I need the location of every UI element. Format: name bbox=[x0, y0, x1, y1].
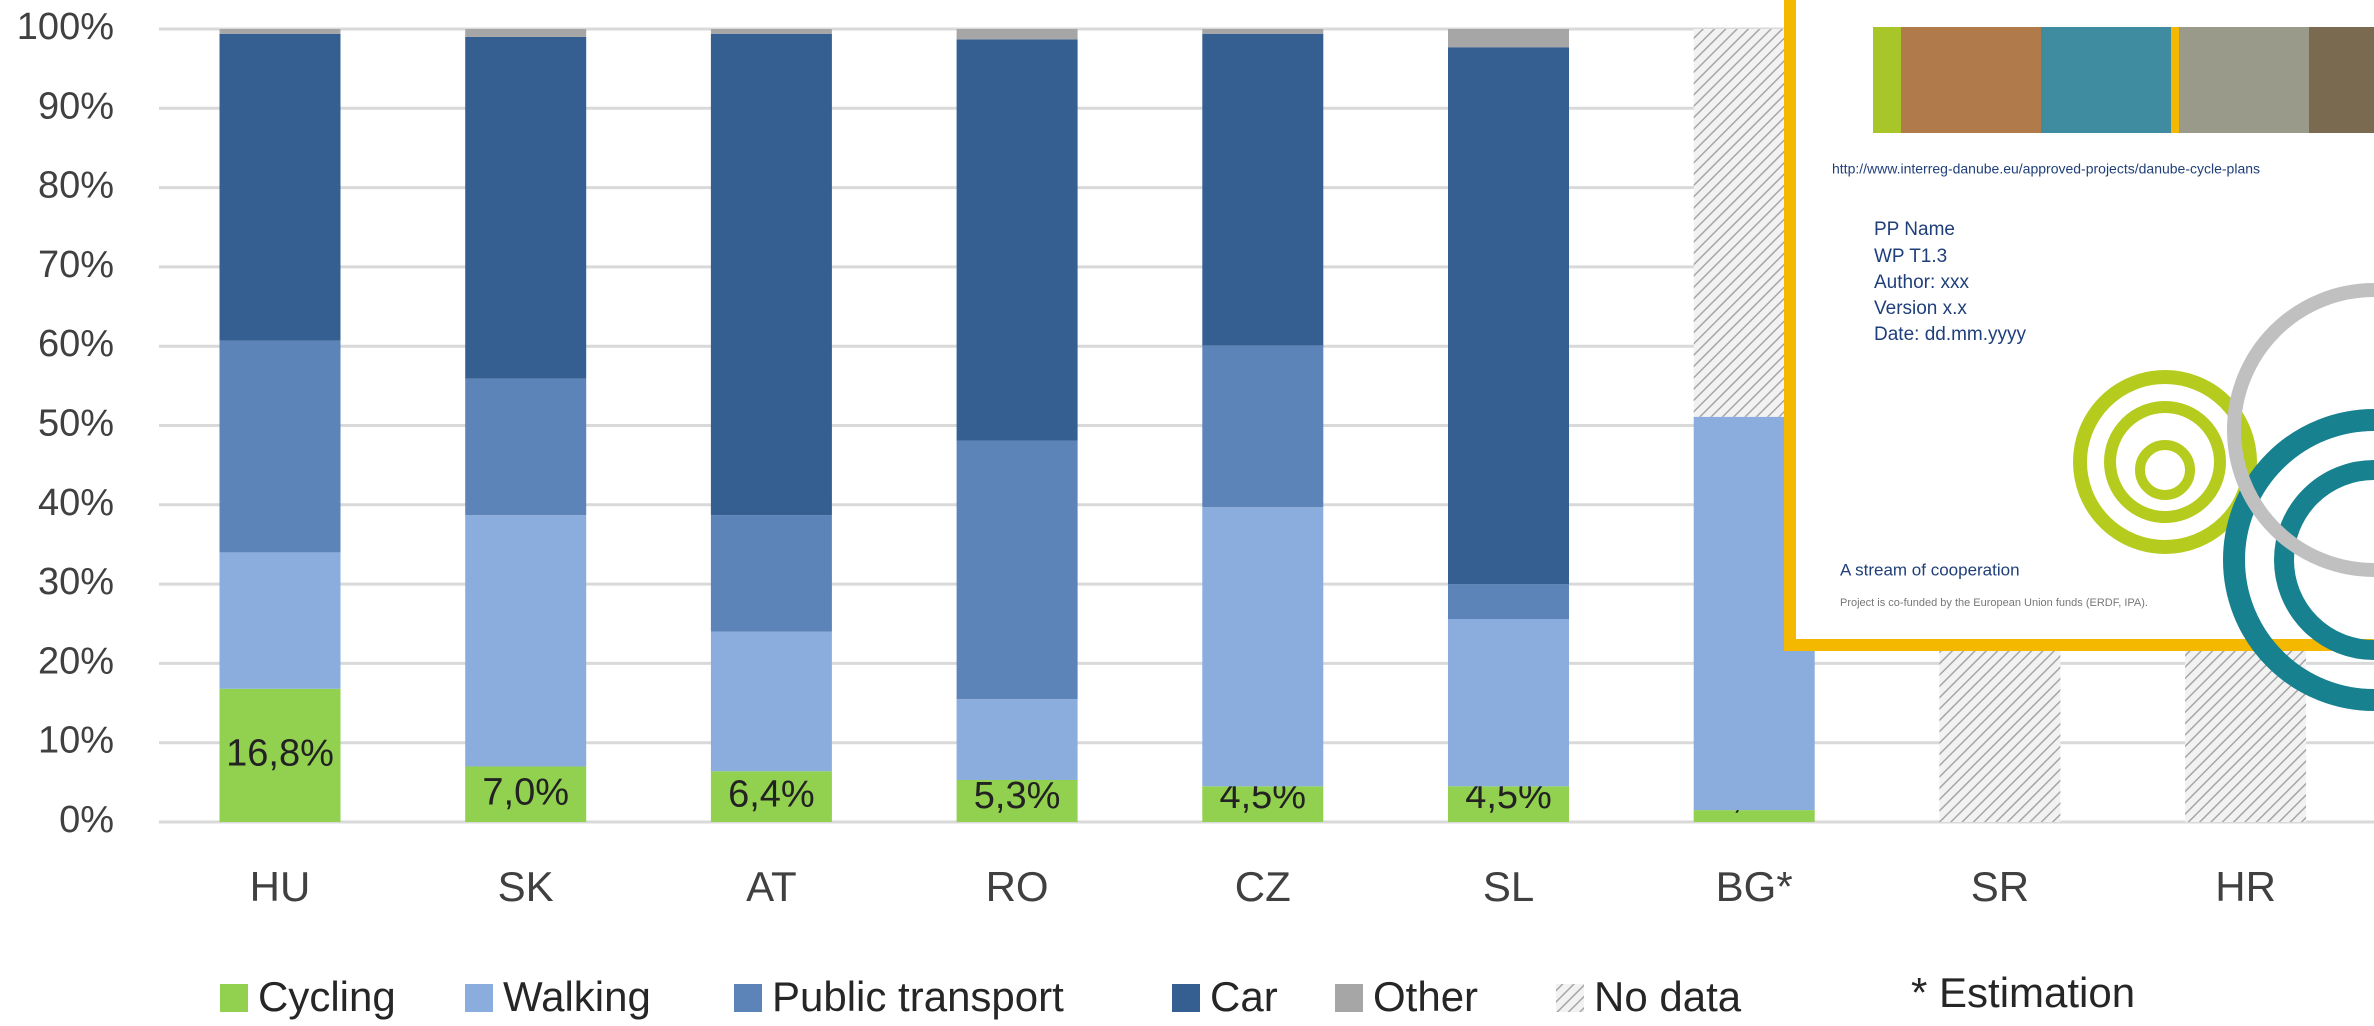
x-tick-label: SR bbox=[1971, 863, 2029, 910]
bar-segment bbox=[219, 552, 341, 689]
bar-segment bbox=[1693, 810, 1815, 822]
overlay-line: Author: xxx bbox=[1874, 272, 1970, 293]
bar-segment bbox=[956, 440, 1078, 700]
overlay-line: Date: dd.mm.yyyy bbox=[1874, 324, 2027, 345]
y-tick-label: 0% bbox=[59, 799, 114, 841]
x-tick-label: SK bbox=[498, 863, 554, 910]
logo-ring bbox=[2073, 370, 2257, 554]
bar-segment bbox=[219, 340, 341, 553]
logo-ring bbox=[2223, 409, 2374, 711]
y-tick-label: 70% bbox=[38, 244, 114, 286]
legend-swatch bbox=[465, 984, 493, 1012]
legend-swatch bbox=[1335, 984, 1363, 1012]
legend-label: Public transport bbox=[772, 973, 1064, 1020]
legend-swatch bbox=[1556, 984, 1584, 1012]
bar-segment bbox=[1448, 29, 1569, 48]
bar-segment bbox=[219, 688, 341, 822]
x-tick-label: AT bbox=[746, 863, 797, 910]
x-tick-label: SL bbox=[1483, 863, 1534, 910]
logo-ring bbox=[2274, 460, 2374, 660]
bar-segment bbox=[956, 779, 1078, 822]
bar-segment bbox=[710, 29, 832, 34]
bar-segment bbox=[1448, 786, 1569, 822]
legend-label: Car bbox=[1210, 973, 1278, 1020]
logo-ring bbox=[2227, 283, 2374, 577]
image-strip bbox=[2179, 27, 2309, 133]
y-tick-label: 90% bbox=[38, 85, 114, 127]
bar-segment bbox=[1202, 29, 1324, 34]
bar-segment bbox=[710, 771, 832, 822]
bar-segment bbox=[465, 29, 587, 37]
legend-label: Other bbox=[1373, 973, 1478, 1020]
overlay-funding: Project is co-funded by the European Uni… bbox=[1840, 597, 2148, 609]
x-tick-label: BG* bbox=[1716, 863, 1793, 910]
image-strip bbox=[1873, 27, 1901, 133]
x-tick-label: CZ bbox=[1235, 863, 1291, 910]
image-strip bbox=[2309, 27, 2374, 133]
value-label: 5,3% bbox=[974, 775, 1061, 817]
document-overlay: http://www.interreg-danube.eu/approved-p… bbox=[1784, 0, 2374, 711]
legend-label: Walking bbox=[503, 973, 651, 1020]
y-tick-label: 60% bbox=[38, 323, 114, 365]
bar-segment bbox=[1202, 507, 1324, 787]
bar-segment bbox=[465, 766, 587, 822]
y-tick-label: 30% bbox=[38, 561, 114, 603]
overlay-line: Version x.x bbox=[1874, 298, 1967, 319]
bar-segment bbox=[219, 33, 341, 341]
x-tick-label: HU bbox=[250, 863, 311, 910]
bar-segment bbox=[956, 699, 1078, 780]
bar-segment bbox=[1202, 33, 1324, 346]
bar-segment bbox=[710, 515, 832, 632]
overlay-slogan: A stream of cooperation bbox=[1840, 560, 2020, 579]
y-tick-label: 40% bbox=[38, 482, 114, 524]
logo-ring bbox=[2135, 440, 2195, 500]
x-tick-label: HR bbox=[2215, 863, 2276, 910]
annotation: * Estimation bbox=[1911, 969, 2135, 1016]
bar-segment bbox=[1448, 618, 1569, 787]
legend-swatch bbox=[220, 984, 248, 1012]
value-label: 6,4% bbox=[728, 774, 815, 816]
y-tick-label: 20% bbox=[38, 640, 114, 682]
overlay-line: PP Name bbox=[1874, 219, 1955, 240]
bar-segment bbox=[465, 378, 587, 516]
bar-segment bbox=[465, 515, 587, 767]
legend-label: Cycling bbox=[258, 973, 396, 1020]
image-strip bbox=[2171, 27, 2179, 133]
bar-segment bbox=[710, 33, 832, 516]
y-tick-label: 50% bbox=[38, 403, 114, 445]
image-strip bbox=[2041, 27, 2171, 133]
bar-segment bbox=[956, 29, 1078, 40]
image-strip bbox=[1901, 27, 2041, 133]
bar-segment bbox=[710, 631, 832, 772]
legend-swatch bbox=[734, 984, 762, 1012]
legend: Cycling Walking Public transport Car Other No… bbox=[220, 973, 1742, 1020]
bar-segment bbox=[1202, 345, 1324, 508]
bar-segment bbox=[465, 36, 587, 379]
overlay-url: http://www.interreg-danube.eu/approved-p… bbox=[1832, 161, 2260, 177]
bar-segment bbox=[1202, 786, 1324, 822]
value-label: 16,8% bbox=[226, 732, 334, 774]
bar-segment bbox=[956, 39, 1078, 441]
overlay-line: WP T1.3 bbox=[1874, 246, 1947, 267]
legend-label: No data bbox=[1594, 973, 1742, 1020]
logo-ring bbox=[2104, 401, 2226, 523]
bar-segment bbox=[1448, 47, 1569, 585]
y-tick-label: 100% bbox=[17, 6, 114, 48]
y-tick-label: 80% bbox=[38, 165, 114, 207]
value-label: 7,0% bbox=[482, 771, 569, 813]
bar-segment bbox=[219, 29, 341, 34]
legend-swatch bbox=[1172, 984, 1200, 1012]
bar-segment bbox=[1448, 584, 1569, 619]
x-tick-label: RO bbox=[986, 863, 1049, 910]
y-tick-label: 10% bbox=[38, 720, 114, 762]
